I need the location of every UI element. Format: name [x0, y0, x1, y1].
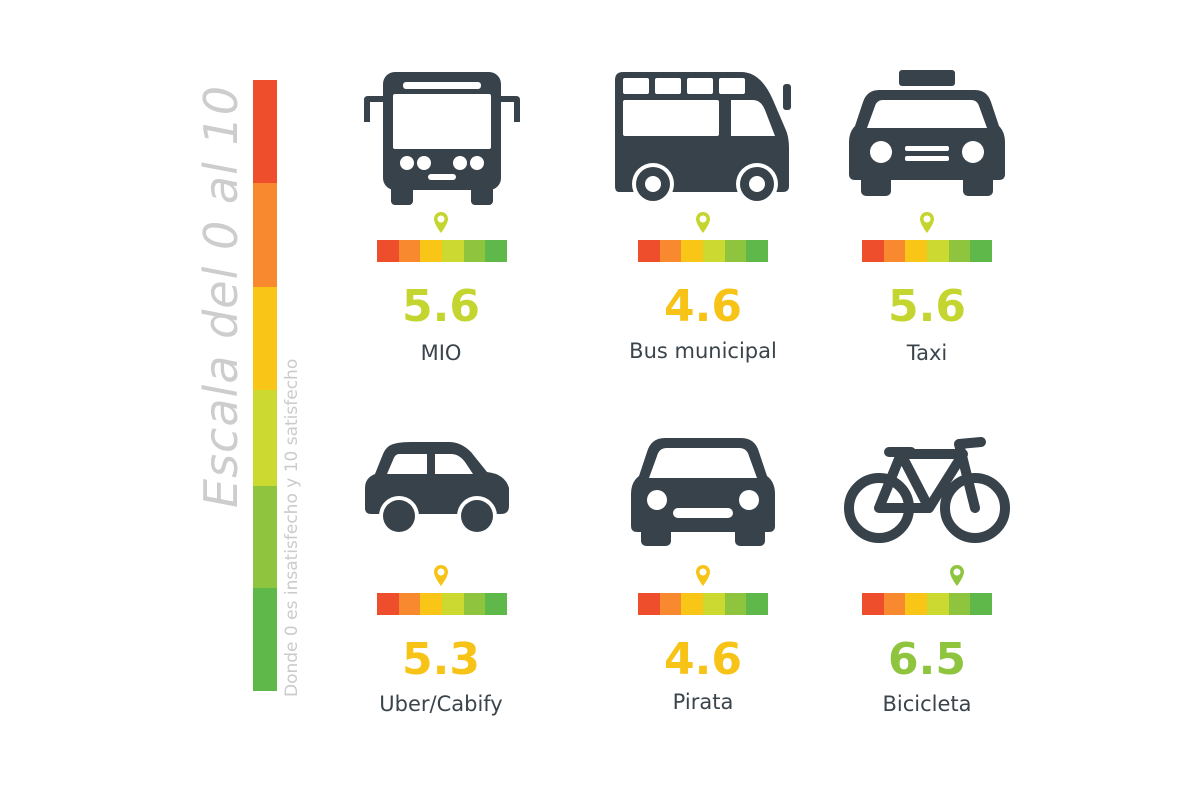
mode-card-bicicleta: 6.5 Bicicleta [827, 0, 1027, 792]
mode-card-bus-municipal: 4.6 Bus municipal [603, 0, 803, 792]
minibus-side-icon [615, 72, 791, 205]
location-pin-icon [696, 212, 710, 233]
scale-segment-green [253, 588, 277, 691]
mode-label: Taxi [906, 341, 948, 365]
location-pin-icon [920, 212, 934, 233]
scale-segment-orange [253, 183, 277, 287]
car-side-icon [365, 442, 509, 536]
satisfaction-score: 5.3 [402, 634, 480, 685]
satisfaction-scale [862, 593, 993, 615]
mode-card-pirata: 4.6 Pirata [603, 0, 803, 792]
scale-segment-yellow-green [253, 390, 277, 486]
scale-segment-light-green [253, 486, 277, 588]
location-pin-icon [434, 212, 448, 233]
mode-card-mio: 5.6 MIO [341, 0, 541, 792]
satisfaction-scale [638, 240, 769, 262]
location-pin-icon [950, 565, 964, 586]
satisfaction-score: 5.6 [888, 281, 966, 332]
bicycle-icon [844, 437, 1010, 543]
satisfaction-score: 4.6 [664, 634, 742, 685]
mode-card-taxi: 5.6 Taxi [827, 0, 1027, 792]
mode-label: Uber/Cabify [379, 692, 503, 716]
scale-legend-bar [253, 80, 277, 691]
mode-label: Bus municipal [629, 339, 777, 363]
car-front-icon [631, 438, 775, 546]
scale-subtitle: Donde 0 es insatisfecho y 10 satisfecho [282, 358, 302, 697]
taxi-front-icon [849, 70, 1005, 196]
scale-segment-yellow [253, 287, 277, 390]
mode-label: Pirata [672, 690, 734, 714]
mode-card-uber-cabify: 5.3 Uber/Cabify [341, 0, 541, 792]
location-pin-icon [696, 565, 710, 586]
satisfaction-scale [862, 240, 993, 262]
satisfaction-score: 6.5 [888, 634, 966, 685]
bus-front-icon [364, 72, 520, 205]
mode-label: MIO [420, 341, 462, 365]
scale-segment-red [253, 80, 277, 183]
satisfaction-scale [377, 593, 508, 615]
satisfaction-scale [377, 240, 508, 262]
location-pin-icon [434, 565, 448, 586]
satisfaction-score: 5.6 [402, 281, 480, 332]
mode-label: Bicicleta [882, 692, 972, 716]
satisfaction-scale [638, 593, 769, 615]
satisfaction-score: 4.6 [664, 281, 742, 332]
scale-title: Escala del 0 al 10 [194, 84, 248, 508]
